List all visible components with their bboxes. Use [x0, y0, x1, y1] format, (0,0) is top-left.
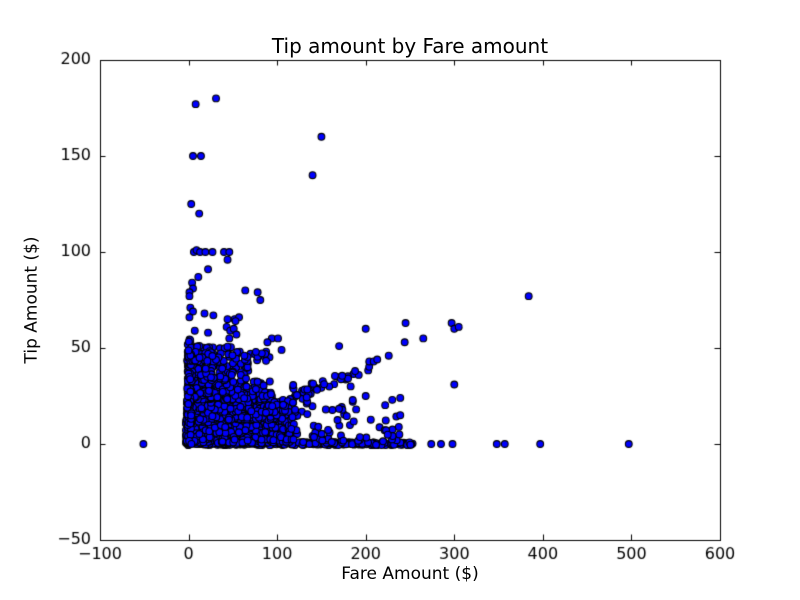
chart-title: Tip amount by Fare amount	[271, 34, 549, 58]
x-axis-label: Fare Amount ($)	[341, 564, 479, 584]
y-axis-label: Tip Amount ($)	[21, 236, 42, 364]
